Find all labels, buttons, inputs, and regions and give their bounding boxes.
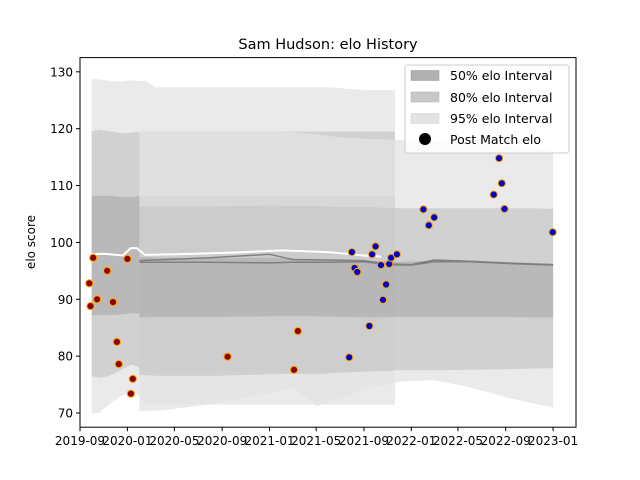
post-match-elo-point	[86, 302, 95, 311]
y-tick-label: 130	[50, 65, 73, 79]
post-match-elo-point	[345, 353, 354, 362]
legend-frame	[404, 64, 570, 154]
post-match-elo-point	[424, 221, 433, 230]
post-match-elo-point	[371, 242, 380, 251]
post-match-elo-point	[114, 360, 123, 369]
post-match-elo-point	[489, 190, 498, 199]
post-match-elo-point	[392, 250, 401, 259]
legend-label-post-match: Post Match elo	[450, 132, 541, 147]
legend-swatch-95	[410, 113, 440, 124]
legend-marker-post-match	[419, 133, 431, 145]
x-tick-label: 2022-01	[386, 434, 436, 448]
legend: 50% elo Interval 80% elo Interval 95% el…	[404, 64, 570, 154]
post-match-elo-point	[353, 267, 362, 277]
x-tick-label: 2021-01	[244, 434, 294, 448]
elo-highlight-line	[91, 247, 382, 258]
x-tick-label: 2021-09	[339, 434, 389, 448]
legend-swatch-80	[410, 91, 440, 103]
x-tick-label: 2020-01	[102, 434, 152, 448]
post-match-elo-point	[347, 248, 356, 257]
y-tick-label: 110	[50, 179, 73, 193]
post-match-elo-point	[387, 253, 396, 262]
post-match-elo-point	[497, 179, 506, 188]
post-match-elo-point	[495, 154, 504, 163]
post-match-elo-point	[112, 337, 122, 346]
chart-title: Sam Hudson: elo History	[238, 37, 418, 53]
post-match-elo-point	[108, 298, 118, 307]
post-match-elo-point	[548, 228, 557, 237]
post-match-elo-point	[103, 266, 112, 275]
band-50-late	[139, 257, 554, 318]
x-tick-label: 2022-09	[481, 434, 531, 448]
post-match-elo-point	[293, 327, 302, 336]
plot-area	[85, 79, 557, 413]
post-match-elo-point	[93, 295, 102, 304]
legend-label-50: 50% elo Interval	[450, 68, 552, 83]
y-tick-label: 80	[58, 350, 73, 364]
x-tick-label: 2021-05	[291, 434, 341, 448]
post-match-elo-point	[223, 352, 232, 361]
post-match-elo-point	[128, 374, 137, 383]
post-match-elo-point	[376, 261, 386, 270]
post-match-elo-point	[430, 213, 439, 222]
legend-label-80: 80% elo Interval	[450, 90, 552, 105]
x-tick-label: 2022-05	[433, 434, 483, 448]
y-tick-label: 90	[58, 293, 73, 307]
y-tick-label: 120	[50, 122, 73, 136]
x-tick-label: 2020-05	[149, 434, 199, 448]
y-tick-label: 70	[58, 406, 73, 420]
post-match-elo-point	[126, 389, 135, 398]
post-match-elo-point	[365, 321, 374, 331]
legend-label-95: 95% elo Interval	[450, 111, 552, 126]
post-match-elo-point	[382, 280, 391, 289]
y-axis: 70 80 90 100 110 120 130	[50, 65, 80, 420]
legend-swatch-50	[410, 70, 440, 81]
post-match-elo-point	[289, 365, 299, 374]
post-match-elo-point	[89, 253, 98, 262]
post-match-elo-point	[419, 205, 428, 214]
x-tick-label: 2019-09	[55, 434, 105, 448]
post-match-elo-point	[85, 279, 94, 288]
post-match-elo-point	[123, 254, 132, 263]
y-tick-label: 100	[50, 236, 73, 250]
y-axis-label: elo score	[24, 215, 38, 269]
x-axis: 2019-092020-012020-052020-092021-012021-…	[55, 427, 578, 448]
post-match-elo-point	[500, 204, 509, 213]
post-match-elo-point	[378, 295, 388, 304]
post-match-elo-point	[368, 250, 377, 259]
x-tick-label: 2023-01	[528, 434, 578, 448]
x-tick-label: 2020-09	[197, 434, 247, 448]
